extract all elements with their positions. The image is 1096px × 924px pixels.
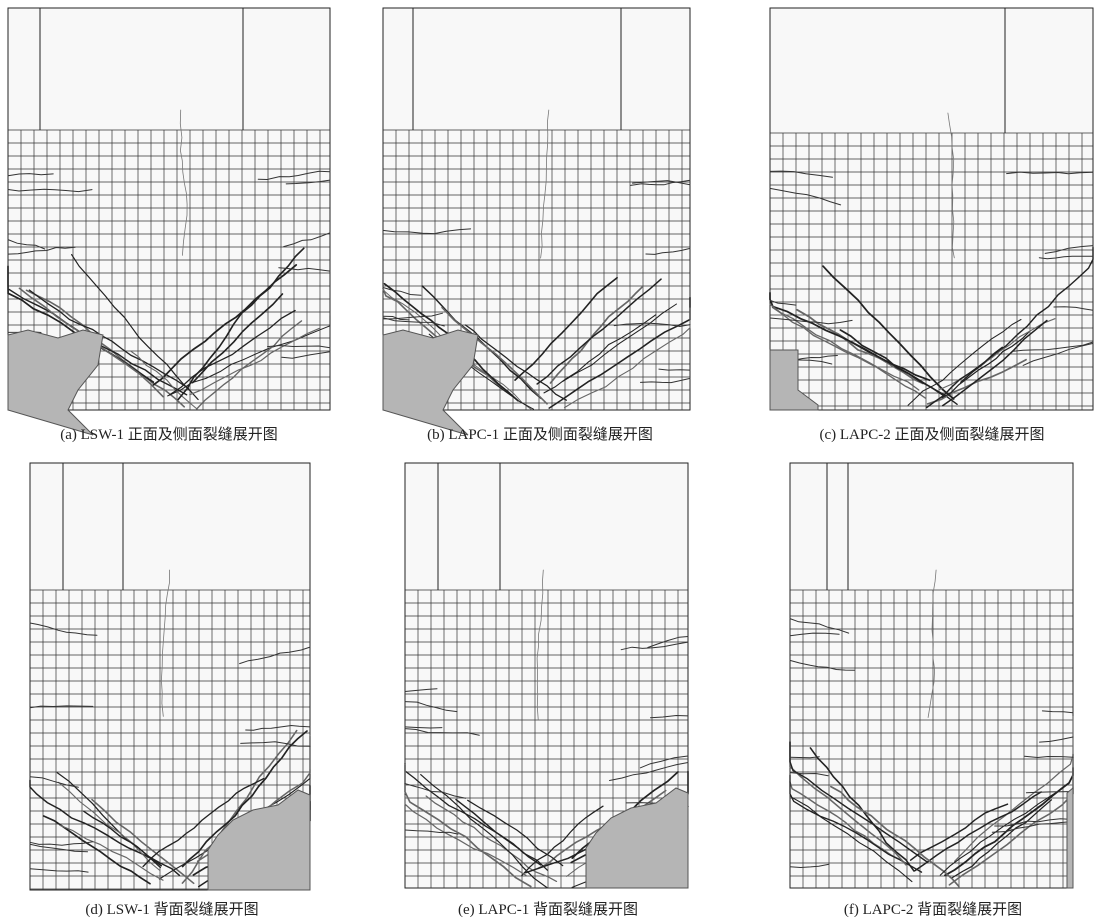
caption: (c) LAPC-2 正面及侧面裂缝展开图 — [820, 426, 1045, 443]
crack-drawing — [30, 463, 310, 890]
crack-drawing — [405, 463, 688, 888]
crack-drawing — [383, 8, 690, 435]
crack-drawing — [770, 8, 1093, 410]
caption: (f) LAPC-2 背面裂缝展开图 — [844, 901, 1022, 918]
figure: (a) LSW-1 正面及侧面裂缝展开图 (b) LAPC-1 正面及侧面裂缝展… — [0, 0, 1096, 924]
crack-drawing — [790, 463, 1073, 888]
crack-drawing — [8, 8, 330, 435]
caption: (e) LAPC-1 背面裂缝展开图 — [458, 901, 638, 918]
caption: (b) LAPC-1 正面及侧面裂缝展开图 — [427, 426, 653, 443]
caption: (d) LSW-1 背面裂缝展开图 — [85, 901, 258, 918]
caption: (a) LSW-1 正面及侧面裂缝展开图 — [60, 426, 277, 443]
spalling — [1067, 788, 1073, 888]
